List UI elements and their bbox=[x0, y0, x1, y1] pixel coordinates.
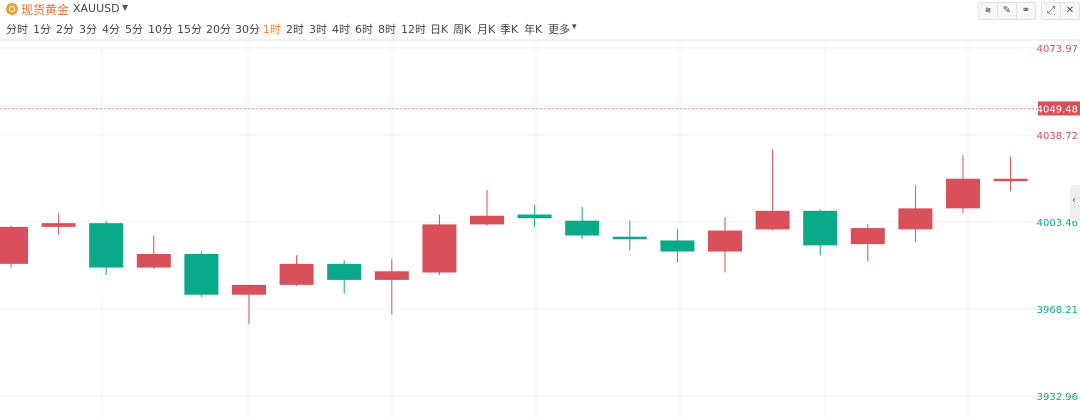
candle-body bbox=[184, 253, 219, 295]
side-panel-toggle[interactable]: ‹ bbox=[1070, 185, 1080, 221]
gold-coin-icon bbox=[6, 3, 18, 15]
candle-body bbox=[327, 263, 362, 280]
candle-body bbox=[422, 224, 457, 273]
interval-tab[interactable]: 2时 bbox=[286, 23, 304, 36]
interval-tab[interactable]: 30分 bbox=[235, 23, 260, 36]
current-price-label: 4049.48 bbox=[1037, 104, 1078, 115]
interval-tab[interactable]: 月K bbox=[477, 23, 496, 36]
interval-tab[interactable]: 5分 bbox=[125, 23, 143, 36]
compare-button[interactable]: ⚭ bbox=[1016, 2, 1036, 20]
interval-tab[interactable]: 年K bbox=[524, 23, 543, 36]
candle-body bbox=[898, 208, 933, 230]
candle-body bbox=[565, 220, 600, 236]
y-tick-label: 3932.96 bbox=[1037, 392, 1078, 403]
chevron-left-icon: ‹ bbox=[1072, 195, 1076, 206]
interval-tab[interactable]: 15分 bbox=[177, 23, 202, 36]
interval-tab[interactable]: 季K bbox=[500, 23, 519, 36]
close-icon: ✕ bbox=[1065, 5, 1075, 16]
candle-body bbox=[993, 178, 1028, 182]
interval-tab[interactable]: 1时 bbox=[263, 23, 281, 36]
interval-tab[interactable]: 6时 bbox=[355, 23, 373, 36]
interval-tab[interactable]: 12时 bbox=[401, 23, 426, 36]
interval-tab[interactable]: 3时 bbox=[309, 23, 327, 36]
compare-icon: ⚭ bbox=[1021, 5, 1031, 16]
draw-button[interactable]: ✎ bbox=[997, 2, 1017, 20]
interval-tab[interactable]: 4时 bbox=[332, 23, 350, 36]
interval-tab[interactable]: 2分 bbox=[56, 23, 74, 36]
interval-tab[interactable]: 4分 bbox=[102, 23, 120, 36]
candle-body bbox=[89, 223, 124, 268]
symbol-code[interactable]: XAUUSD bbox=[73, 2, 120, 15]
interval-tab[interactable]: 更多 bbox=[548, 23, 570, 36]
interval-tab[interactable]: 8时 bbox=[378, 23, 396, 36]
interval-tab[interactable]: 日K bbox=[430, 23, 449, 36]
interval-tab[interactable]: 1分 bbox=[33, 23, 51, 36]
candle-body bbox=[232, 284, 266, 295]
interval-tab[interactable]: 周K bbox=[453, 23, 472, 36]
y-tick-label: 4003.46 bbox=[1037, 218, 1078, 229]
current-price-tag bbox=[1038, 101, 1080, 116]
y-tick-label: 4073.97 bbox=[1037, 44, 1078, 55]
candle-body bbox=[136, 253, 171, 268]
interval-tab[interactable]: 20分 bbox=[206, 23, 231, 36]
candle-body bbox=[660, 240, 695, 252]
candle-body bbox=[374, 271, 409, 280]
close-button[interactable]: ✕ bbox=[1060, 2, 1080, 20]
candle-body bbox=[612, 236, 647, 240]
interval-bar: 分时 1分 2分 3分 4分 5分 10分 15分 20分 30分 1时 2时 3时 4时 6时 8时 12时日… bbox=[0, 20, 1000, 36]
candle-body bbox=[0, 226, 28, 264]
indicator-icon: ⩬ bbox=[985, 5, 991, 16]
chart-header: 现货黄金 XAUUSD ▼ ⩬ ✎ ⚭ ⤢ ✕ bbox=[0, 0, 1080, 20]
candle-body bbox=[517, 214, 552, 219]
draw-pen-icon: ✎ bbox=[1002, 5, 1012, 16]
candle-body bbox=[279, 263, 314, 285]
candle-body bbox=[470, 215, 504, 225]
fullscreen-icon: ⤢ bbox=[1047, 5, 1055, 16]
candle-body bbox=[755, 210, 790, 230]
candle-body bbox=[946, 178, 980, 209]
y-tick-label: 3968.21 bbox=[1037, 305, 1078, 316]
candle-body bbox=[850, 228, 885, 245]
y-tick-label: 4038.72 bbox=[1037, 131, 1078, 142]
symbol-name[interactable]: 现货黄金 bbox=[21, 3, 70, 17]
candle-body bbox=[803, 210, 838, 246]
candle-body bbox=[708, 230, 742, 252]
candle-body bbox=[41, 223, 76, 227]
caret-down-icon[interactable]: ▼ bbox=[122, 3, 129, 12]
interval-tab[interactable]: 10分 bbox=[148, 23, 173, 36]
interval-tab[interactable]: 分时 bbox=[6, 23, 28, 36]
more-caret-icon[interactable]: ▾ bbox=[572, 22, 577, 32]
interval-tab[interactable]: 3分 bbox=[79, 23, 97, 36]
